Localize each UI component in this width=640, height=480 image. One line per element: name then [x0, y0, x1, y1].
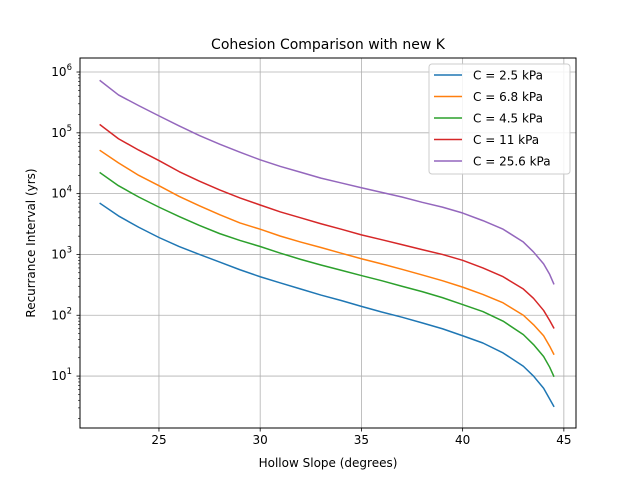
series-line [99, 79, 555, 285]
legend-label: C = 2.5 kPa [473, 69, 543, 83]
legend-label: C = 4.5 kPa [473, 112, 543, 126]
x-tick-label: 25 [151, 433, 166, 447]
legend-entries: C = 2.5 kPa C = 6.8 kPa C = 4.5 kPa C = 11 … [434, 69, 551, 169]
plot-lines [99, 79, 555, 408]
axes: 25 30 35 40 45 101 102 103 104 105 106 [51, 63, 571, 447]
x-tick-label: 35 [354, 433, 369, 447]
x-tick-label: 30 [253, 433, 268, 447]
series-line [99, 202, 555, 408]
legend: C = 2.5 kPa C = 6.8 kPa C = 4.5 kPa C = 11 … [428, 63, 571, 175]
legend-label: C = 11 kPa [473, 133, 539, 147]
series-line [99, 123, 555, 329]
y-tick-label: 101 [51, 367, 72, 383]
series-line [99, 171, 555, 378]
x-axis-label: Hollow Slope (degrees) [259, 456, 398, 470]
y-tick-label: 103 [51, 245, 72, 261]
x-tick-label: 45 [556, 433, 571, 447]
legend-box [428, 63, 571, 175]
plot-area-frame [79, 57, 577, 429]
y-axis-label: Recurrance Interval (yrs) [24, 168, 38, 317]
y-tick-label: 104 [51, 185, 72, 201]
legend-label: C = 25.6 kPa [473, 155, 551, 169]
chart-title: Cohesion Comparison with new K [211, 37, 446, 53]
legend-label: C = 6.8 kPa [473, 90, 543, 104]
x-tick-label: 40 [455, 433, 470, 447]
y-tick-label: 102 [51, 306, 72, 322]
y-tick-label: 106 [51, 63, 72, 79]
series-line [99, 149, 555, 356]
y-tick-label: 105 [51, 124, 72, 140]
